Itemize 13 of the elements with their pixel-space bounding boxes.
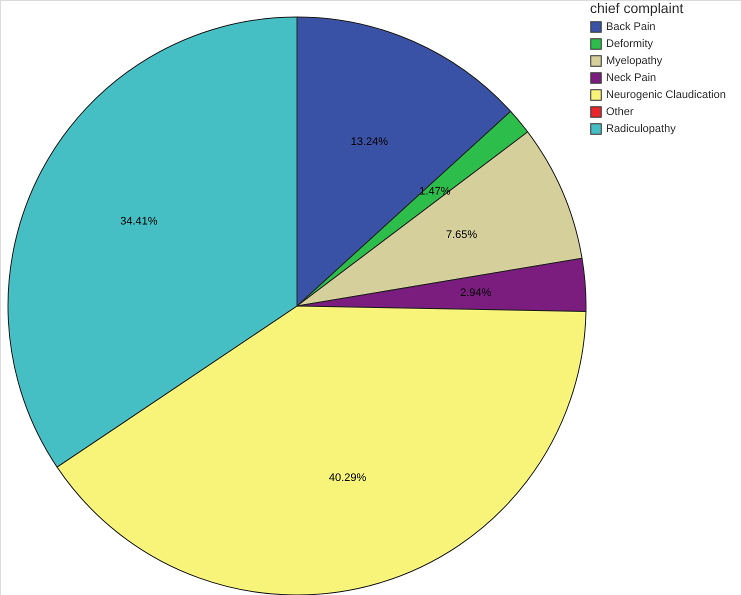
legend-label: Myelopathy [606, 55, 663, 67]
legend-title: chief complaint [590, 0, 684, 16]
legend-label: Neck Pain [606, 72, 656, 84]
data-label: 13.24% [350, 136, 388, 148]
data-label: 2.94% [460, 286, 492, 299]
legend-label: Deformity [606, 38, 654, 50]
data-label: 40.29% [328, 472, 366, 484]
data-label: 7.65% [446, 229, 478, 242]
legend-label: Other [606, 106, 634, 118]
legend-label: Radiculopathy [606, 123, 676, 135]
data-label: 34.41% [120, 216, 158, 228]
legend-label: Back Pain [606, 21, 656, 33]
legend-label: Neurogenic Claudication [606, 89, 726, 101]
